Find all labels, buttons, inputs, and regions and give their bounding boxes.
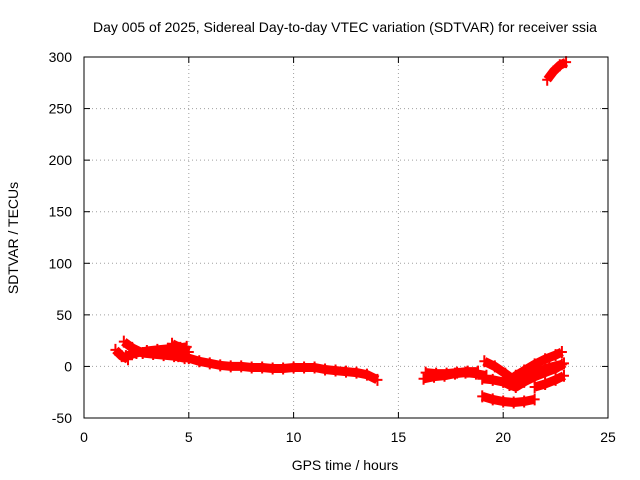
data-point [361,368,372,381]
series-arc-5 [173,350,383,386]
data-point [479,355,490,368]
data-point [502,375,513,388]
series-arc-12 [529,369,569,394]
data-point [431,367,442,380]
y-tick-label: -50 [52,410,72,426]
data-point [299,361,310,374]
data-point [173,350,184,363]
data-point [141,344,152,357]
data-point [441,367,452,380]
data-point [152,343,163,356]
data-point [236,360,247,373]
series-band [533,371,566,392]
x-tick-label: 10 [286,429,302,445]
data-point [167,337,178,350]
data-point [420,366,431,379]
data-point [118,335,129,348]
data-point [529,393,540,406]
data-point [542,73,553,86]
data-point [561,56,572,69]
data-point [225,360,236,373]
data-point [556,358,567,371]
data-point [341,365,351,378]
data-point [489,360,500,373]
data-point [558,369,569,382]
y-tick-label: 100 [49,255,73,271]
data-point [550,349,561,362]
y-tick-label: 300 [49,49,73,65]
data-point [215,359,226,372]
data-point [257,361,268,374]
data-point [540,377,551,390]
y-axis-label: SDTVAR / TECUs [5,182,21,294]
data-point [508,396,519,409]
data-point [462,365,473,378]
data-point [175,341,186,354]
x-tick-label: 25 [600,429,616,445]
y-tick-labels: -50 0 50 100 150 200 250 300 [49,49,73,426]
series-band [543,58,569,83]
data-point [330,364,341,377]
data-point [477,372,488,385]
series-arc-4 [167,337,194,358]
series-arc-13 [542,56,572,86]
data-series [110,56,572,409]
data-point [554,59,565,72]
y-tick-label: 250 [49,101,73,117]
data-point [110,343,121,356]
data-point [529,381,540,394]
x-tick-label: 5 [185,429,193,445]
data-point [550,373,561,386]
data-point [510,369,521,382]
data-point [246,361,257,374]
data-point [533,365,544,378]
y-tick-label: 150 [49,204,73,220]
data-point [372,373,383,386]
x-tick-label: 15 [391,429,407,445]
data-point [544,361,555,374]
data-point [477,390,488,403]
y-tick-label: 50 [56,307,72,323]
data-point [183,352,194,365]
data-point [548,65,559,78]
x-tick-label: 20 [495,429,511,445]
series-arc-10 [502,345,567,388]
data-point [487,373,498,386]
data-point [351,366,362,379]
x-axis-label: GPS time / hours [292,457,399,473]
series-arc-7 [420,365,484,380]
data-point [194,355,205,368]
axis-ticks [83,56,609,419]
data-point [278,362,289,375]
data-point [519,395,530,408]
data-point [556,345,567,358]
data-point [288,361,299,374]
data-point [131,347,142,360]
data-point [320,363,331,376]
plot-frame [83,56,609,419]
data-point [500,367,511,380]
data-point [204,357,215,370]
data-point [519,364,530,377]
data-point [418,372,429,385]
data-point [267,362,278,375]
x-tick-labels: 0 5 10 15 20 25 [80,429,616,445]
series-arc-11 [477,390,540,409]
data-point [487,393,498,406]
y-tick-label: 200 [49,152,73,168]
data-point [452,366,463,379]
x-tick-label: 0 [80,429,88,445]
grid-lines [84,57,608,418]
data-point [473,365,484,378]
data-point [540,353,551,366]
chart-title: Day 005 of 2025, Sidereal Day-to-day VTE… [93,19,597,35]
data-point [498,395,509,408]
data-point [309,361,320,374]
data-point [120,350,131,363]
y-tick-label: 0 [64,358,72,374]
data-point [529,358,540,371]
